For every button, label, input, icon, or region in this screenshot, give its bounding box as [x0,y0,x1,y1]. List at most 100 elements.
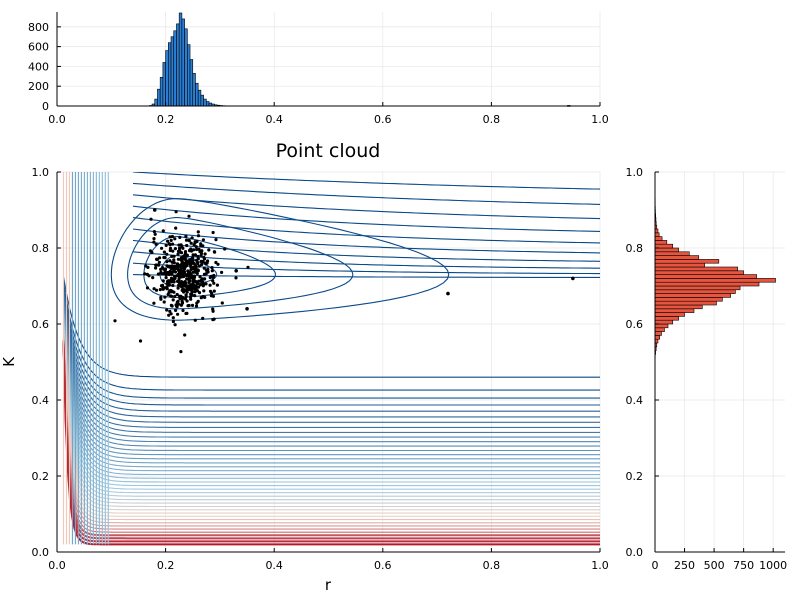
data-point [214,260,218,265]
data-point [168,309,172,313]
data-point [189,241,193,245]
data-point [169,294,173,298]
data-point [152,237,156,241]
data-point [176,257,180,261]
histogram-bar [195,82,199,107]
contour-line [62,335,600,524]
contour-line [62,287,600,406]
data-point [145,272,149,276]
histogram-bar [654,308,695,313]
contour-line [132,228,600,254]
point-cloud [113,208,575,354]
contour-line [62,311,600,464]
data-point [216,262,220,266]
contour-line [62,290,600,412]
contour-line [62,285,600,399]
data-point [171,283,175,288]
data-point [183,297,188,301]
data-point [152,240,156,244]
data-point [192,286,196,290]
data-point [190,303,195,307]
data-point [169,238,173,242]
data-point [191,279,196,284]
histogram-bar [178,12,183,107]
top-hist-y-tick-labels: 0 200 400 600 800 [28,21,49,113]
data-point [191,270,195,274]
data-point [234,269,238,273]
contour-line [62,331,600,514]
data-point [246,265,250,269]
histogram-bar [173,30,177,107]
data-point [196,254,200,259]
contour-line [62,315,600,476]
contour-line [62,296,600,428]
histogram-bar [154,98,158,107]
data-point [202,255,206,259]
data-point [170,271,174,275]
right-hist-grid [654,171,785,553]
x-tick-label: 500 [704,559,725,572]
data-point [166,292,170,297]
y-tick-label: 0.8 [626,242,644,255]
data-point [170,234,174,239]
data-point [212,289,216,293]
data-point [179,256,183,260]
data-point [211,230,215,235]
contour-line [132,205,600,232]
data-point [175,300,179,304]
x-tick-label: 0 [652,559,659,572]
data-point [160,266,165,270]
data-point [165,285,169,289]
data-point [203,252,207,256]
data-point [189,268,193,272]
data-point [446,291,450,296]
data-point [192,277,196,281]
data-point [168,246,173,250]
data-point [196,285,201,289]
data-point [202,289,206,293]
data-point [181,275,185,279]
histogram-bar [176,23,180,107]
data-point [174,308,178,312]
data-point [149,217,153,221]
data-point [201,238,205,242]
data-point [173,323,177,327]
y-tick-label: 0.6 [32,318,50,331]
data-point [194,245,198,249]
data-point [209,294,213,298]
contour-line [62,318,600,483]
data-point [172,290,176,294]
data-point [194,258,199,262]
data-point [176,279,180,283]
data-point [183,333,187,337]
x-tick-label: 0.0 [48,559,66,572]
data-point [157,263,161,267]
contour-line [62,321,600,490]
data-point [200,249,204,253]
data-point [168,265,172,269]
data-point [196,234,201,238]
data-point [208,275,212,280]
histogram-bar [654,247,679,253]
x-tick-label: 0.4 [265,113,283,126]
data-point [162,300,166,304]
right-hist-bars [654,190,776,359]
data-point [177,246,182,250]
contour-line [62,342,600,543]
histogram-bar [654,331,662,336]
histogram-bar [654,278,776,283]
data-point [154,263,158,267]
y-tick-label: 400 [28,60,49,73]
data-point [177,249,182,253]
data-point [113,319,117,323]
contour-line [62,341,600,540]
data-point [204,272,208,276]
data-point [201,284,205,288]
histogram-bar [162,62,166,107]
data-point [160,283,165,287]
data-point [197,247,201,251]
data-point [184,238,189,242]
y-tick-label: 600 [28,41,49,54]
data-point [179,251,184,255]
data-point [190,293,194,297]
